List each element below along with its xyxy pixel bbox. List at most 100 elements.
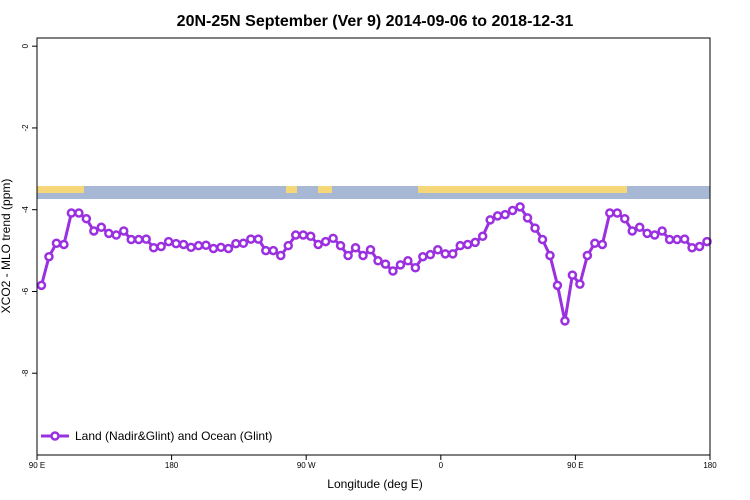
data-point: [343, 250, 353, 261]
data-point: [567, 270, 578, 280]
data-point: [246, 234, 256, 244]
land-shape: [418, 186, 627, 193]
data-point: [485, 215, 495, 225]
data-point: [425, 249, 436, 260]
data-point: [253, 234, 264, 244]
data-point: [388, 266, 398, 276]
data-point: [193, 240, 204, 251]
data-point: [672, 234, 682, 245]
data-point: [328, 233, 338, 244]
data-point: [433, 245, 443, 255]
data-point: [642, 228, 652, 239]
y-tick-label: -6: [21, 287, 30, 295]
data-point: [649, 230, 660, 240]
data-point: [395, 260, 406, 270]
data-point: [276, 250, 286, 261]
data-point: [627, 226, 637, 236]
data-point: [283, 240, 294, 251]
data-point: [410, 263, 421, 273]
data-point: [657, 226, 667, 236]
data-point: [216, 242, 226, 253]
data-point: [455, 240, 465, 251]
data-point: [687, 242, 697, 253]
x-tick-label: 90 E: [567, 461, 583, 470]
data-point: [365, 245, 376, 255]
data-point: [305, 231, 316, 242]
data-point: [620, 213, 630, 224]
data-point: [231, 238, 241, 249]
data-point: [612, 208, 623, 218]
x-tick-label: 90 E: [29, 461, 45, 470]
data-point: [597, 239, 608, 250]
data-point: [171, 238, 181, 249]
x-axis-label: Longitude (deg E): [327, 477, 422, 491]
data-point: [208, 243, 219, 254]
series-line: [40, 205, 708, 323]
x-tick-label: 90 W: [297, 461, 316, 470]
data-point: [507, 205, 518, 216]
data-point: [418, 251, 428, 262]
data-point: [575, 279, 585, 289]
plot-frame: [36, 37, 711, 456]
data-point: [313, 239, 323, 250]
data-point: [470, 237, 480, 248]
data-point: [634, 222, 645, 233]
data-point: [358, 250, 368, 261]
data-point: [403, 256, 413, 266]
data-point: [582, 250, 593, 261]
data-point: [440, 249, 451, 259]
series-layer: [36, 202, 712, 326]
data-point: [560, 316, 570, 326]
data-point: [96, 222, 107, 233]
data-point: [201, 240, 211, 251]
land-shape: [286, 186, 297, 193]
y-tick-label: -2: [21, 124, 30, 132]
legend-label: Land (Nadir&Glint) and Ocean (Glint): [75, 429, 272, 443]
data-point: [605, 208, 615, 218]
data-point: [702, 236, 712, 247]
data-point: [350, 242, 361, 253]
legend-marker: [50, 431, 60, 441]
data-point: [492, 211, 503, 221]
data-point: [223, 243, 234, 254]
data-point: [238, 238, 249, 248]
land-shape: [318, 186, 332, 193]
data-point: [380, 259, 391, 269]
data-point: [373, 256, 383, 266]
data-point: [104, 228, 114, 239]
x-tick-label: 180: [165, 461, 179, 470]
data-point: [141, 234, 151, 244]
y-tick-label: 0: [21, 43, 30, 48]
data-point: [156, 241, 166, 252]
data-point: [178, 239, 189, 250]
data-point: [44, 251, 54, 262]
data-point: [268, 245, 279, 256]
data-point: [298, 230, 308, 240]
data-point: [537, 234, 548, 245]
data-point: [74, 208, 84, 218]
land-shape: [37, 186, 84, 193]
data-point: [89, 226, 99, 236]
data-point: [51, 238, 62, 248]
x-tick-label: 0: [439, 461, 444, 470]
data-point: [126, 234, 136, 245]
data-point: [590, 238, 600, 248]
data-point: [118, 226, 129, 236]
x-axis: 90 E 180 90 W 0 90 E 180: [29, 455, 717, 470]
data-point: [59, 239, 69, 250]
data-point: [477, 231, 488, 242]
data-point: [552, 280, 563, 291]
data-point: [66, 208, 77, 218]
data-point: [133, 234, 144, 245]
data-point: [186, 242, 196, 253]
data-point: [290, 230, 301, 240]
legend: Land (Nadir&Glint) and Ocean (Glint): [41, 429, 272, 443]
data-point: [448, 249, 458, 259]
data-point: [148, 242, 159, 253]
data-point: [545, 250, 555, 261]
chart-title: 20N-25N September (Ver 9) 2014-09-06 to …: [177, 13, 574, 30]
y-tick-label: -4: [21, 206, 30, 214]
y-tick-label: -8: [21, 369, 30, 377]
data-point: [81, 213, 92, 224]
